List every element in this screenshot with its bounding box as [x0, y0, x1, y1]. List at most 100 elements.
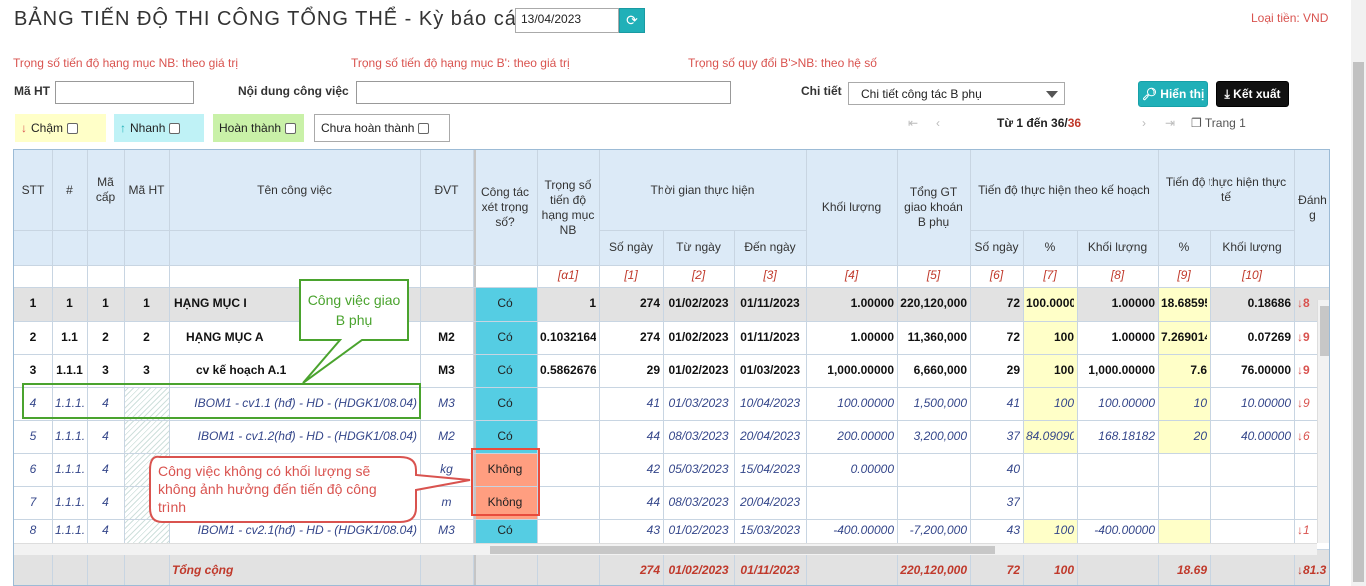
total-gt: 220,120,000	[900, 563, 967, 577]
col-divider	[1023, 150, 1024, 585]
cell-gt: 11,360,000	[907, 330, 967, 344]
cell-cap: 4	[102, 462, 109, 476]
prev-page-icon[interactable]: ‹	[936, 116, 940, 130]
left-scrollbar[interactable]	[14, 543, 474, 555]
col-header-kl: Khối lượng	[821, 200, 882, 214]
act-pct-bg	[1158, 387, 1210, 420]
col-header-actual: Tiến độ thực hiện thực tế	[1165, 175, 1287, 204]
legend-notdone[interactable]: Chưa hoàn thành	[314, 114, 450, 142]
legend-slow-checkbox[interactable]	[67, 122, 79, 134]
legend-slow[interactable]: ↓ Chậm	[15, 114, 106, 142]
hatched-cell	[124, 519, 169, 543]
cell-co: Không	[487, 495, 523, 509]
arrow-up-icon: ↑	[120, 121, 126, 135]
cell-cap: 1	[102, 296, 109, 310]
cell-pkl: -400.00000	[1094, 523, 1155, 537]
col-header-ma-ht: Mã HT	[128, 182, 165, 197]
cell-ma: 1	[143, 296, 150, 310]
col-header-cap: Mã cấp	[95, 175, 116, 204]
col-header-plan: Tiến độ thực hiện theo kế hoạch	[978, 182, 1150, 197]
cell-ap: 7.6	[1190, 363, 1207, 377]
row-divider	[14, 321, 1329, 322]
detail-label: Chi tiết	[801, 84, 842, 98]
arrow-down-icon: ↓	[21, 121, 27, 135]
page-scrollbar[interactable]	[1351, 0, 1366, 586]
cell-pd: 29	[1006, 363, 1020, 377]
ma-ht-label: Mã HT	[14, 84, 50, 98]
copy-icon: ❐	[1191, 116, 1202, 130]
cell-cap: 4	[102, 495, 109, 509]
col-divider	[599, 150, 600, 585]
cell-akl: 40.00000	[1240, 429, 1291, 443]
col-divider	[1294, 150, 1295, 585]
cell-stt: 1	[29, 296, 37, 310]
plan-pct-bg	[1023, 420, 1077, 453]
cell-num: 1.1.1.	[55, 523, 84, 537]
cell-days: 29	[646, 363, 660, 377]
next-page-icon[interactable]: ›	[1142, 116, 1146, 130]
total-days: 274	[639, 563, 660, 577]
cell-pd: 37	[1006, 429, 1020, 443]
green-callout-text: Công việc giao B phụ	[307, 292, 401, 328]
cell-dvt: M2	[438, 429, 455, 443]
ma-ht-input[interactable]	[55, 81, 194, 104]
detail-select[interactable]: Chi tiết công tác B phụ	[848, 82, 1065, 105]
vertical-scrollbar[interactable]	[1317, 300, 1329, 543]
index-label: [10]	[1241, 268, 1262, 282]
act-pct-bg	[1158, 420, 1210, 453]
col-header-plan-days: Số ngày	[974, 240, 1019, 254]
legend-done-checkbox[interactable]	[285, 122, 297, 134]
hatched-cell	[124, 420, 169, 453]
col-divider	[537, 150, 538, 585]
cell-dvt: kg	[440, 462, 453, 476]
last-page-icon[interactable]: ⇥	[1165, 116, 1176, 130]
col-divider	[897, 150, 898, 585]
row-divider	[14, 486, 1329, 487]
col-divider	[473, 150, 474, 585]
col-divider	[124, 150, 125, 585]
content-label: Nội dung công việc	[238, 84, 349, 98]
show-button[interactable]: 🔎︎ Hiển thị	[1138, 81, 1208, 107]
plan-pct-bg	[1023, 519, 1077, 543]
legend-done[interactable]: Hoàn thành	[213, 114, 304, 142]
col-header-plan-kl: Khối lượng	[1087, 240, 1148, 254]
cell-ts: 1	[589, 296, 596, 310]
cell-from: 01/02/2023	[668, 296, 729, 310]
legend-fast-checkbox[interactable]	[169, 122, 181, 134]
cell-num: 1.1.1.	[55, 429, 84, 443]
cell-pd: 40	[1006, 462, 1020, 476]
cell-stt: 5	[29, 429, 37, 443]
plan-pct-bg	[1023, 321, 1077, 354]
cell-stt: 2	[29, 330, 37, 344]
cell-ap: 10	[1193, 396, 1207, 410]
refresh-button[interactable]: ⟳	[619, 8, 645, 33]
cell-stt: 8	[29, 523, 37, 537]
export-button[interactable]: ⤓ Kết xuất	[1216, 81, 1289, 107]
cell-pd: 43	[1006, 523, 1020, 537]
col-header-plan-pct: %	[1044, 240, 1056, 254]
row-divider	[14, 453, 1329, 454]
total-ev: ↓81.3	[1297, 563, 1327, 577]
content-input[interactable]	[356, 81, 731, 104]
frozen-divider	[474, 150, 476, 585]
cell-ts: 0.1032164	[540, 330, 596, 344]
legend-notdone-checkbox[interactable]	[418, 122, 430, 134]
legend-done-label: Hoàn thành	[219, 121, 282, 135]
report-date-input[interactable]: 13/04/2023	[515, 8, 619, 33]
cell-ap: 18.68595	[1161, 296, 1207, 310]
first-page-icon[interactable]: ⇤	[908, 116, 919, 130]
cell-kl: 0.00000	[850, 462, 894, 476]
header-divider	[970, 230, 1294, 231]
total-pp: 100	[1053, 563, 1074, 577]
col-header-to: Đến ngày	[744, 240, 796, 254]
cell-pkl: 1,000.00000	[1088, 363, 1155, 377]
cell-co: Có	[497, 296, 513, 310]
legend-fast[interactable]: ↑ Nhanh	[114, 114, 204, 142]
col-header-eval: Đánh g	[1298, 192, 1327, 222]
span-mask	[663, 150, 664, 230]
export-button-label: Kết xuất	[1233, 87, 1281, 101]
currency-label: Loại tiền: VND	[1251, 11, 1329, 25]
cell-gt: 1,500,000	[913, 396, 967, 410]
horizontal-scrollbar[interactable]	[474, 543, 1317, 555]
row-divider	[14, 519, 1329, 520]
